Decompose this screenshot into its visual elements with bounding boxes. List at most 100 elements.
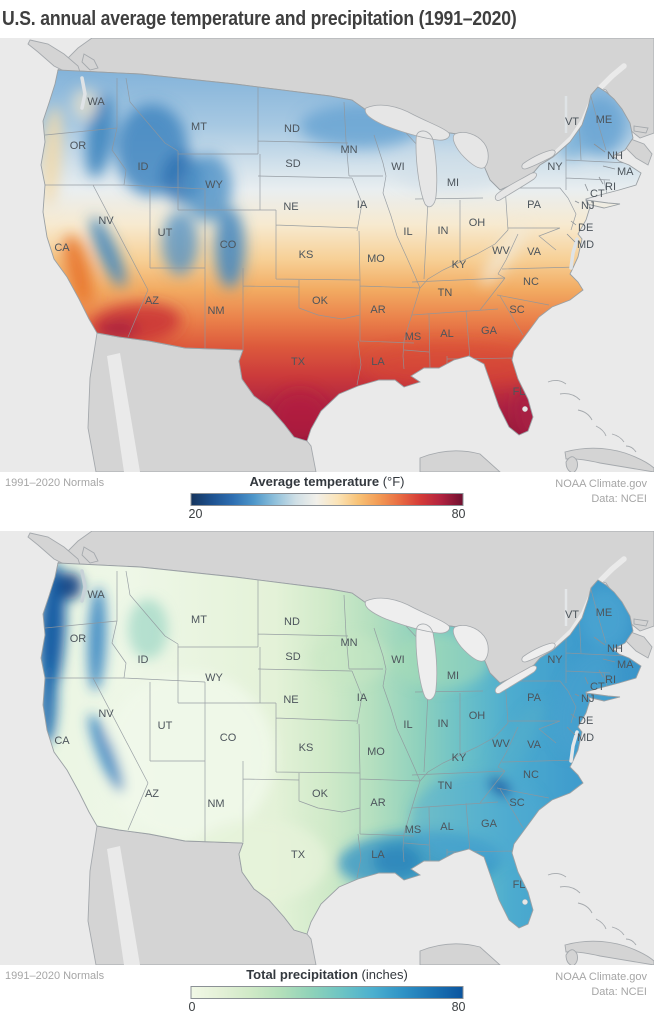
state-label-il: IL [403, 719, 412, 731]
state-label-mt: MT [191, 121, 207, 133]
state-label-ok: OK [312, 295, 329, 307]
state-label-nc: NC [523, 769, 539, 781]
state-label-nh: NH [607, 643, 623, 655]
state-label-wv: WV [492, 738, 510, 750]
legend-title-main: Average temperature [249, 474, 380, 489]
state-label-mn: MN [340, 637, 357, 649]
state-label-la: LA [371, 849, 385, 861]
state-label-wa: WA [87, 96, 105, 108]
state-label-nd: ND [284, 616, 300, 628]
state-label-tn: TN [438, 780, 453, 792]
state-label-ky: KY [452, 752, 467, 764]
state-label-fl: FL [513, 386, 526, 398]
legend-title-main: Total precipitation [246, 967, 358, 982]
state-label-me: ME [596, 607, 613, 619]
temperature-map: WA OR ID MT ND SD WY NE NV UT CO KS CA MN WI MI IA IL IN OH… [0, 38, 654, 472]
state-label-ri: RI [605, 674, 616, 686]
state-label-nj: NJ [581, 693, 594, 705]
legend-title-unit: (°F) [382, 474, 405, 489]
state-label-ut: UT [158, 227, 173, 239]
state-label-va: VA [527, 739, 542, 751]
state-label-mo: MO [367, 253, 385, 265]
credit-source: NOAA Climate.gov [555, 478, 647, 490]
precipitation-legend-band: 1991–2020 Normals Total precipitation (i… [0, 965, 654, 1024]
state-label-id: ID [138, 654, 149, 666]
state-label-nv: NV [98, 215, 114, 227]
callout-line-md [566, 233, 576, 243]
lake-okeechobee [522, 406, 528, 412]
state-label-ny: NY [547, 654, 563, 666]
state-label-mo: MO [367, 746, 385, 758]
precipitation-panel: WA OR ID MT ND SD WY NE NV UT CO KS CA MN WI MI IA IL IN OH… [0, 531, 654, 1024]
state-label-pa: PA [527, 199, 542, 211]
state-label-wa: WA [87, 589, 105, 601]
state-label-nh: NH [607, 150, 623, 162]
state-label-fl: FL [513, 879, 526, 891]
state-label-mt: MT [191, 614, 207, 626]
state-label-ks: KS [299, 742, 314, 754]
state-label-or: OR [70, 633, 87, 645]
state-label-ms: MS [405, 331, 422, 343]
precipitation-colorbar [190, 986, 464, 999]
precipitation-colorbar-ticks: 0 80 [188, 1000, 466, 1016]
temperature-colorbar-ticks: 20 80 [189, 507, 466, 523]
callout-line-ma [602, 658, 616, 663]
state-label-wi: WI [391, 654, 404, 666]
state-label-ne: NE [283, 201, 298, 213]
state-label-me: ME [596, 114, 613, 126]
state-label-wi: WI [391, 161, 404, 173]
tick-min: 0 [188, 1000, 196, 1014]
state-label-tn: TN [438, 287, 453, 299]
state-labels-temperature: WA OR ID MT ND SD WY NE NV UT CO KS CA MN WI MI IA IL IN OH… [54, 96, 634, 398]
state-label-vt: VT [565, 116, 579, 128]
state-label-sd: SD [285, 651, 300, 663]
temperature-map-wrap: WA OR ID MT ND SD WY NE NV UT CO KS CA MN WI MI IA IL IN OH… [0, 38, 654, 472]
normals-label: 1991–2020 Normals [5, 477, 105, 489]
state-label-mi: MI [447, 177, 459, 189]
callout-line-ct [584, 183, 589, 192]
state-label-md: MD [577, 732, 594, 744]
temperature-colorbar [190, 493, 464, 506]
state-label-co: CO [220, 732, 237, 744]
temperature-panel: WA OR ID MT ND SD WY NE NV UT CO KS CA MN WI MI IA IL IN OH… [0, 38, 654, 531]
temperature-legend-band: 1991–2020 Normals Average temperature (°… [0, 472, 654, 531]
state-label-oh: OH [469, 710, 486, 722]
tick-max: 80 [451, 507, 466, 521]
state-label-mn: MN [340, 144, 357, 156]
precipitation-map-wrap: WA OR ID MT ND SD WY NE NV UT CO KS CA MN WI MI IA IL IN OH… [0, 531, 654, 965]
state-label-al: AL [440, 821, 453, 833]
state-label-in: IN [438, 718, 449, 730]
state-label-sc: SC [509, 797, 524, 809]
state-label-il: IL [403, 226, 412, 238]
state-label-ne: NE [283, 694, 298, 706]
precipitation-legend-title: Total precipitation (inches) [191, 967, 464, 982]
state-label-sc: SC [509, 304, 524, 316]
callout-line-de [570, 220, 577, 226]
state-label-ky: KY [452, 259, 467, 271]
state-label-tx: TX [291, 849, 306, 861]
state-label-ia: IA [357, 692, 368, 704]
state-label-sd: SD [285, 158, 300, 170]
state-label-wy: WY [205, 672, 223, 684]
callout-line-ma [602, 165, 616, 170]
credit-data: Data: NCEI [591, 985, 647, 998]
state-label-nc: NC [523, 276, 539, 288]
state-label-az: AZ [145, 295, 159, 307]
state-label-pa: PA [527, 692, 542, 704]
state-label-vt: VT [565, 609, 579, 621]
state-label-ga: GA [481, 325, 498, 337]
tick-max: 80 [451, 1000, 466, 1014]
state-label-id: ID [138, 161, 149, 173]
state-label-nj: NJ [581, 200, 594, 212]
credit-data: Data: NCEI [591, 492, 647, 505]
state-label-ma: MA [617, 166, 634, 178]
state-label-ms: MS [405, 824, 422, 836]
state-label-de: DE [578, 222, 593, 234]
state-label-va: VA [527, 246, 542, 258]
state-label-ks: KS [299, 249, 314, 261]
callout-line-ct [584, 676, 589, 685]
state-label-ok: OK [312, 788, 329, 800]
callout-line-de [570, 713, 577, 719]
state-label-al: AL [440, 328, 453, 340]
state-label-ri: RI [605, 181, 616, 193]
